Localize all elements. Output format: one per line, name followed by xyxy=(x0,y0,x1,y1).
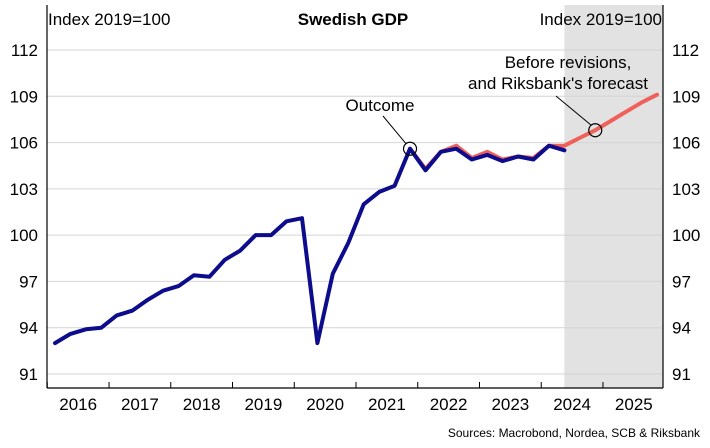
y-tick-label-right: 103 xyxy=(672,180,700,199)
x-tick-label: 2025 xyxy=(615,395,653,414)
x-tick-label: 2021 xyxy=(368,395,406,414)
x-tick-label: 2023 xyxy=(491,395,529,414)
outcome-label: Outcome xyxy=(346,96,415,115)
source-note: Sources: Macrobond, Nordea, SCB & Riksba… xyxy=(448,426,701,440)
y-tick-label-right: 94 xyxy=(672,319,691,338)
y-tick-label-right: 97 xyxy=(672,272,691,291)
outcome-series-line xyxy=(53,143,567,346)
chart-title: Swedish GDP xyxy=(298,10,409,29)
y-axis-right: 91 94 97 100 103 106 109 112 xyxy=(662,5,700,388)
x-tick-label: 2019 xyxy=(244,395,282,414)
forecast-label-line1: Before revisions, xyxy=(505,53,632,72)
x-tick-label: 2022 xyxy=(430,395,468,414)
y-axis-left: 91 94 97 100 103 106 109 112 xyxy=(10,5,48,388)
forecast-shading xyxy=(564,5,663,388)
annotations: Outcome Before revisions, and Riksbank's f… xyxy=(346,53,648,156)
y-axis-label-right: Index 2019=100 xyxy=(540,10,662,29)
y-tick-label-left: 100 xyxy=(10,226,38,245)
y-tick-label-right: 112 xyxy=(672,41,699,60)
forecast-callout-line xyxy=(555,95,592,126)
x-tick-label: 2016 xyxy=(59,395,97,414)
y-tick-label-left: 97 xyxy=(19,272,38,291)
x-tick-label: 2017 xyxy=(121,395,159,414)
forecast-label-line2: and Riksbank's forecast xyxy=(468,74,648,93)
y-tick-label-left: 94 xyxy=(19,319,38,338)
x-tick-label: 2020 xyxy=(306,395,344,414)
y-tick-label-right: 100 xyxy=(672,226,700,245)
y-tick-label-left: 106 xyxy=(10,134,38,153)
x-tick-label: 2024 xyxy=(553,395,591,414)
forecast-callout-circle xyxy=(588,123,603,138)
outcome-callout-line xyxy=(382,115,407,145)
x-tick-label: 2018 xyxy=(183,395,221,414)
y-tick-label-left: 91 xyxy=(19,365,38,384)
y-tick-label-right: 91 xyxy=(672,365,691,384)
x-axis: 2016 2017 2018 2019 2020 2021 2022 2023 2024 2025 xyxy=(46,382,663,414)
y-tick-label-right: 109 xyxy=(672,87,700,106)
y-tick-label-left: 109 xyxy=(10,87,38,106)
y-tick-label-right: 106 xyxy=(672,134,700,153)
y-axis-label-left: Index 2019=100 xyxy=(48,10,170,29)
y-tick-label-left: 112 xyxy=(11,41,38,60)
y-tick-label-left: 103 xyxy=(10,180,38,199)
outcome-callout-circle xyxy=(402,141,418,156)
gridlines xyxy=(47,49,663,375)
